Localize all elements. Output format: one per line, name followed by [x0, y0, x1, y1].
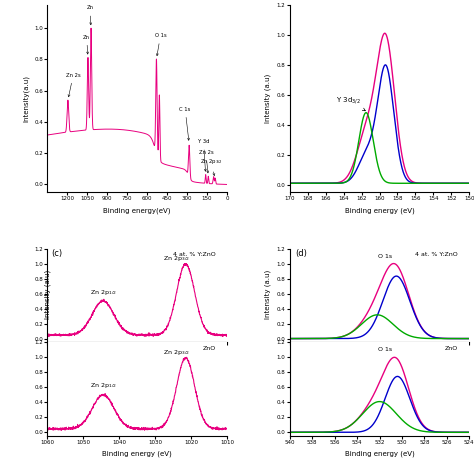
Text: (c): (c) [51, 249, 62, 258]
X-axis label: Binding energy (eV): Binding energy (eV) [102, 451, 172, 457]
Text: O 1s: O 1s [378, 254, 392, 258]
Text: Zn 2s: Zn 2s [199, 150, 213, 173]
Text: Intensity (a.u): Intensity (a.u) [264, 269, 271, 319]
Text: Zn 2s: Zn 2s [66, 73, 81, 97]
Text: Y 3d$_{3/2}$: Y 3d$_{3/2}$ [336, 95, 365, 111]
Text: Intensity (a.u): Intensity (a.u) [44, 269, 51, 319]
Text: Zn: Zn [86, 5, 93, 25]
Text: O 1s: O 1s [155, 33, 166, 56]
Text: 4 at. % Y:ZnO: 4 at. % Y:ZnO [173, 252, 216, 257]
Text: (d): (d) [295, 249, 307, 258]
X-axis label: Binding energy (eV): Binding energy (eV) [345, 207, 414, 213]
Text: Y 3d: Y 3d [198, 139, 210, 171]
Text: ZnO: ZnO [445, 346, 458, 351]
Text: Zn 2p$_{3/2}$: Zn 2p$_{3/2}$ [164, 348, 190, 356]
Text: C 1s: C 1s [180, 107, 191, 140]
Y-axis label: Intensity(a.u): Intensity(a.u) [22, 75, 29, 122]
Text: Zn 2p$_{3/2}$: Zn 2p$_{3/2}$ [200, 158, 223, 175]
Y-axis label: Intensity (a.u): Intensity (a.u) [265, 74, 271, 123]
Text: 4 at. % Y:ZnO: 4 at. % Y:ZnO [415, 252, 458, 257]
Text: O 1s: O 1s [378, 347, 392, 352]
Text: Zn 2p$_{3/2}$: Zn 2p$_{3/2}$ [164, 255, 190, 263]
Text: Zn 2p$_{1/2}$: Zn 2p$_{1/2}$ [91, 382, 117, 390]
Text: ZnO: ZnO [203, 346, 216, 351]
X-axis label: Binding energy(eV): Binding energy(eV) [103, 207, 171, 213]
Text: Zn 2p$_{1/2}$: Zn 2p$_{1/2}$ [91, 288, 117, 297]
X-axis label: Binding energy (eV): Binding energy (eV) [345, 451, 414, 457]
Text: Zn: Zn [83, 35, 90, 54]
